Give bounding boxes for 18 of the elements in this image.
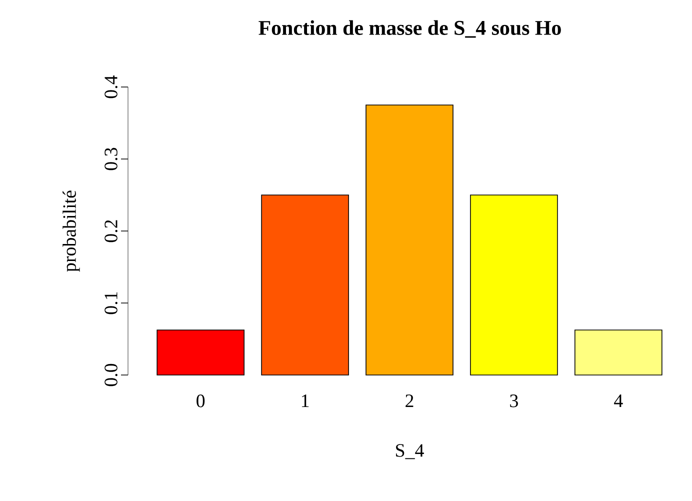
y-tick-label: 0.4	[104, 75, 118, 98]
x-tick-label: 3	[510, 394, 518, 408]
y-tick-label: 0.1	[104, 292, 118, 314]
bar	[156, 330, 244, 376]
bar	[470, 194, 558, 376]
y-tick-label: 0.2	[104, 220, 118, 242]
x-tick-label: 1	[302, 394, 309, 408]
x-tick-label: 4	[614, 394, 623, 407]
x-tick-label: 2	[406, 394, 414, 408]
x-tick-label: 0	[196, 394, 205, 408]
x-axis-title: S_4	[396, 444, 424, 460]
bar	[574, 330, 662, 376]
bar	[261, 194, 349, 376]
y-tick-label: 0.0	[104, 364, 118, 386]
chart-title: Fonction de masse de S_4 sous Ho	[258, 20, 561, 38]
y-tick-label: 0.3	[104, 148, 118, 170]
bar	[366, 104, 454, 376]
y-axis-title: probabilité	[62, 190, 80, 272]
